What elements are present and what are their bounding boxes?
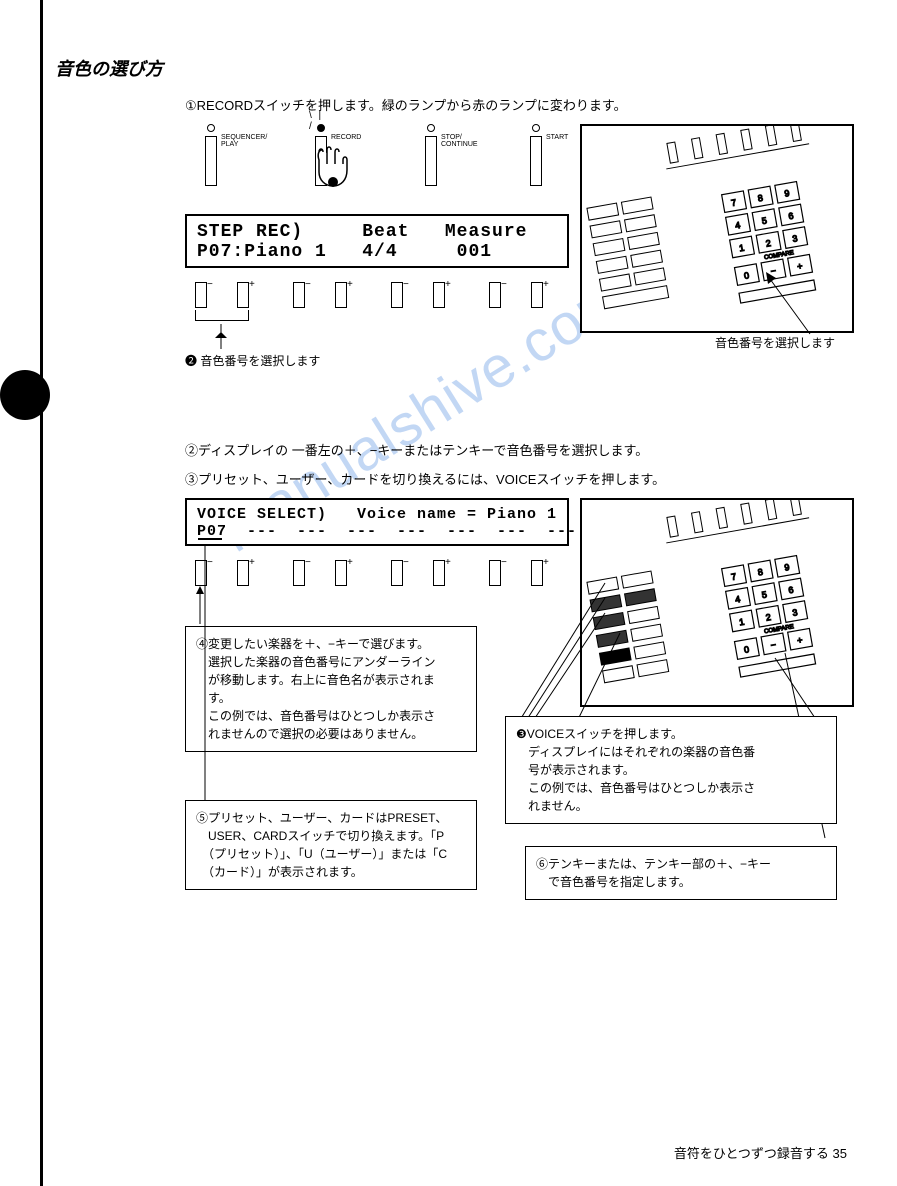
content-area: ①RECORDスイッチを押します。緑のランプから赤のランプに変わります。 SEQ… (185, 95, 865, 928)
callout-6: ⑥テンキーまたは、テンキー部の＋、−キー で音色番号を指定します。 (525, 846, 837, 900)
lcd-line-2: P07:Piano 1 4/4 001 (197, 242, 557, 262)
step-1-text: ①RECORDスイッチを押します。緑のランプから赤のランプに変わります。 (185, 95, 865, 114)
lcd-display-2: VOICE SELECT) Voice name = Piano 1 P07 -… (185, 498, 569, 546)
page-content: 音色の選び方 ①RECORDスイッチを押します。緑のランプから赤のランプに変わり… (55, 55, 875, 928)
keypad-panel-2: 7 8 9 4 5 6 1 2 3 0 − + COMPARE (580, 498, 854, 707)
led-icon (532, 124, 540, 132)
figure-1: SEQUENCER/ PLAY \ | / RECORD STOP/ CONTI… (185, 124, 865, 394)
figure-2: VOICE SELECT) Voice name = Piano 1 P07 -… (185, 498, 865, 928)
callout-3-voice: ❸VOICEスイッチを押します。 ディスプレイにはそれぞれの楽器の音色番 号が表… (505, 716, 837, 824)
stop-continue-button: STOP/ CONTINUE (425, 124, 437, 186)
lcd-line-1: STEP REC) Beat Measure (197, 222, 557, 242)
bracket-icon (195, 310, 249, 321)
seq-play-button: SEQUENCER/ PLAY (205, 124, 217, 186)
record-button: \ | / RECORD (315, 124, 327, 186)
led-icon (207, 124, 215, 132)
active-rays-icon: \ | / (309, 110, 327, 132)
callout-4: ④変更したい楽器を＋、−キーで選びます。 選択した楽器の音色番号にアンダーライン… (185, 626, 477, 752)
page-footer: 音符をひとつずつ録音する 35 (674, 1143, 847, 1162)
keypad-diagram-icon: 7 8 9 4 5 6 1 2 3 0 − + COMPARE (582, 500, 852, 705)
callout-5: ⑤プリセット、ユーザー、カードはPRESET、 USER、CARDスイッチで切り… (185, 800, 477, 890)
punch-hole (0, 370, 50, 420)
lcd-line-1: VOICE SELECT) Voice name = Piano 1 (197, 506, 557, 523)
led-icon (427, 124, 435, 132)
page-title: 音色の選び方 (55, 55, 875, 81)
underline-cursor (198, 538, 222, 540)
lcd-line-2: P07 --- --- --- --- --- --- --- (197, 523, 557, 540)
keypad-diagram-icon: 7 8 9 4 5 6 1 2 3 0 − + COMPARE (582, 126, 852, 331)
keypad-panel-1: 7 8 9 4 5 6 1 2 3 0 − + COMPARE (580, 124, 854, 333)
button-icon (425, 136, 437, 186)
step-3-text: ③プリセット、ユーザー、カードを切り換えるには、VOICEスイッチを押します。 (185, 469, 865, 488)
callout-2: ❷ 音色番号を選択します (185, 352, 320, 369)
hand-press-icon (307, 142, 357, 192)
step-2-text: ②ディスプレイの 一番左の＋、−キーまたはテンキーで音色番号を選択します。 (185, 440, 865, 459)
button-icon (530, 136, 542, 186)
start-button: START (530, 124, 542, 186)
lcd-display-1: STEP REC) Beat Measure P07:Piano 1 4/4 0… (185, 214, 569, 268)
panel-1-caption: 音色番号を選択します (715, 334, 835, 351)
button-icon (205, 136, 217, 186)
page-binding (0, 0, 43, 1186)
